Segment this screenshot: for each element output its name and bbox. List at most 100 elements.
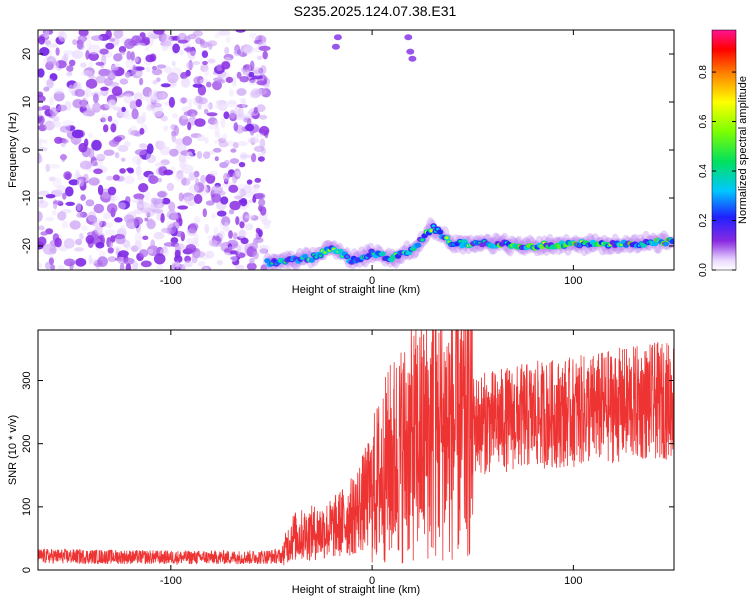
ridge-core (577, 244, 582, 248)
noise-cell (239, 198, 248, 207)
noise-cell (206, 81, 212, 88)
noise-cell (208, 102, 213, 110)
noise-cell (214, 132, 222, 139)
noise-cell (163, 169, 174, 176)
noise-cell (215, 103, 223, 110)
noise-cell (141, 36, 150, 43)
noise-cell (68, 84, 74, 94)
noise-cell (123, 90, 135, 97)
noise-cell (152, 105, 164, 117)
y-tick-label: 10 (21, 96, 33, 108)
noise-cell (156, 262, 164, 270)
noise-cell (117, 144, 129, 153)
noise-cell (135, 99, 142, 108)
noise-cell (107, 256, 117, 263)
noise-cell (255, 227, 261, 234)
noise-cell (194, 250, 206, 258)
noise-cell (233, 49, 243, 57)
noise-cell (131, 108, 139, 120)
noise-cell (53, 91, 65, 102)
noise-cell (179, 49, 184, 56)
noise-cell (201, 50, 209, 58)
noise-cell (127, 168, 134, 174)
ridge-cell (414, 242, 422, 248)
noise-cell (113, 136, 123, 143)
noise-cell (110, 195, 119, 201)
noise-cell (87, 211, 97, 222)
noise-cell (216, 259, 224, 266)
noise-cell (112, 174, 120, 181)
noise-cell (48, 257, 55, 266)
noise-cell (240, 44, 253, 54)
colorbar-tick-label: 0.2 (698, 213, 709, 227)
noise-cell (80, 225, 89, 232)
noise-cell (109, 197, 116, 203)
noise-cell (193, 76, 203, 85)
noise-cell (255, 192, 266, 200)
noise-cell (119, 262, 125, 270)
noise-cell (251, 136, 259, 143)
noise-cell (74, 88, 86, 97)
noise-cell (248, 80, 258, 86)
noise-cell (96, 153, 106, 162)
noise-cell (172, 43, 181, 54)
noise-cell (212, 147, 222, 153)
noise-cell (38, 94, 46, 103)
noise-cell (118, 46, 127, 53)
noise-cell (188, 98, 193, 109)
noise-cell (107, 186, 117, 196)
noise-cell (181, 77, 191, 88)
noise-cell (113, 245, 122, 251)
noise-cell (123, 93, 133, 104)
noise-cell (120, 157, 126, 162)
noise-cell (121, 106, 126, 113)
noise-cell (246, 262, 257, 270)
noise-cell (38, 236, 47, 247)
noise-cell (44, 30, 50, 38)
noise-cell (130, 51, 135, 62)
noise-cell (38, 115, 45, 125)
noise-cell (142, 86, 153, 98)
noise-cell (170, 213, 179, 221)
noise-cell (88, 147, 95, 159)
noise-cell (246, 179, 253, 185)
noise-cell (91, 139, 102, 151)
noise-cell (48, 163, 61, 169)
noise-cell (236, 88, 247, 96)
noise-cell (71, 129, 84, 139)
noise-cell (159, 146, 171, 156)
colorbar-gradient (711, 29, 737, 271)
noise-cell (52, 200, 64, 205)
noise-cell (68, 179, 80, 186)
noise-cell (119, 224, 127, 236)
noise-cell (142, 235, 149, 240)
noise-cell (233, 106, 241, 116)
noise-cell (160, 83, 171, 88)
noise-cell (167, 72, 179, 84)
noise-cell (229, 209, 235, 215)
noise-cell (91, 35, 103, 41)
noise-cell (38, 111, 42, 118)
noise-cell (43, 139, 48, 145)
noise-cell (114, 217, 123, 223)
noise-cell (214, 119, 219, 127)
noise-cell (261, 219, 272, 225)
noise-cell (155, 140, 161, 148)
noise-cell (191, 112, 196, 119)
noise-cell (145, 46, 150, 52)
noise-cell (124, 38, 136, 49)
noise-cell (180, 72, 188, 80)
noise-cell (80, 194, 86, 201)
noise-cell (252, 239, 258, 250)
noise-cell (63, 238, 75, 249)
noise-cell (44, 40, 52, 45)
noise-cell (193, 216, 201, 225)
noise-cell (256, 55, 263, 61)
noise-cell (134, 71, 143, 77)
noise-cell (160, 213, 165, 223)
y-tick-label: -20 (21, 238, 33, 254)
noise-cell (202, 208, 207, 218)
noise-cell (209, 170, 218, 176)
noise-cell (99, 48, 109, 55)
